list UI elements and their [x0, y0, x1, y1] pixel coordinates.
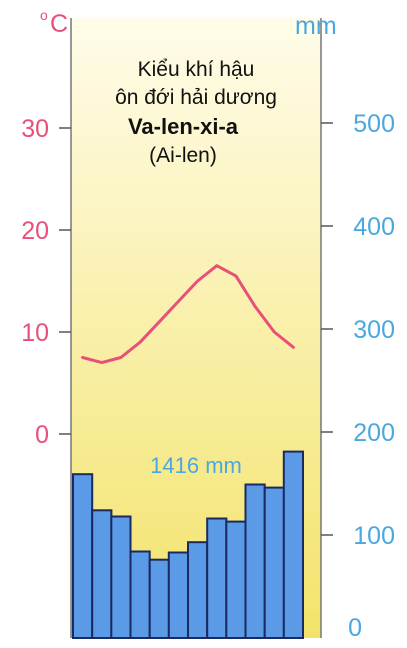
precip-bar-month-8 [206, 517, 228, 639]
precip-bar-month-1 [72, 473, 94, 640]
precip-bar-month-10 [244, 483, 266, 639]
precip-bar-month-4 [129, 550, 151, 639]
title-line-1: Kiểu khí hậu [138, 58, 255, 81]
right-axis-ticks: 0 100 200 300 400 500 [321, 110, 395, 642]
left-axis-unit: o C [40, 7, 68, 38]
precip-bar-month-5 [148, 558, 170, 640]
title-line-2: ôn đới hải dương [115, 86, 277, 109]
precip-bar-month-12 [282, 450, 304, 639]
right-tick-label-0: 0 [348, 614, 362, 642]
precip-bar-month-11 [263, 486, 285, 639]
precipitation-bars [72, 450, 304, 640]
total-precipitation-label: 1416 mm [150, 453, 242, 478]
right-tick-label-300: 300 [353, 316, 395, 344]
left-tick-label-10: 10 [21, 319, 49, 347]
right-tick-label-100: 100 [353, 522, 395, 550]
right-tick-label-200: 200 [353, 419, 395, 447]
precip-bar-month-7 [187, 541, 209, 640]
precip-bar-month-2 [91, 509, 113, 639]
right-tick-label-500: 500 [353, 110, 395, 138]
precip-bar-month-9 [225, 520, 247, 639]
precip-bar-month-6 [167, 551, 190, 639]
right-tick-label-400: 400 [353, 213, 395, 241]
title-line-3: Va-len-xi-a [128, 114, 239, 139]
left-unit-sup: o [40, 7, 48, 23]
left-tick-label-20: 20 [21, 217, 49, 245]
left-unit-label: C [50, 10, 68, 38]
temperature-line [81, 264, 295, 365]
chart-title: Kiểu khí hậu ôn đới hải dương Va-len-xi-… [115, 58, 277, 167]
right-unit-label: mm [295, 12, 337, 40]
left-tick-label-30: 30 [21, 115, 49, 143]
title-line-4: (Ai-len) [149, 144, 217, 167]
precip-bar-month-3 [110, 515, 132, 639]
left-axis-ticks: 0 10 20 30 [21, 115, 71, 449]
left-tick-label-0: 0 [35, 421, 49, 449]
